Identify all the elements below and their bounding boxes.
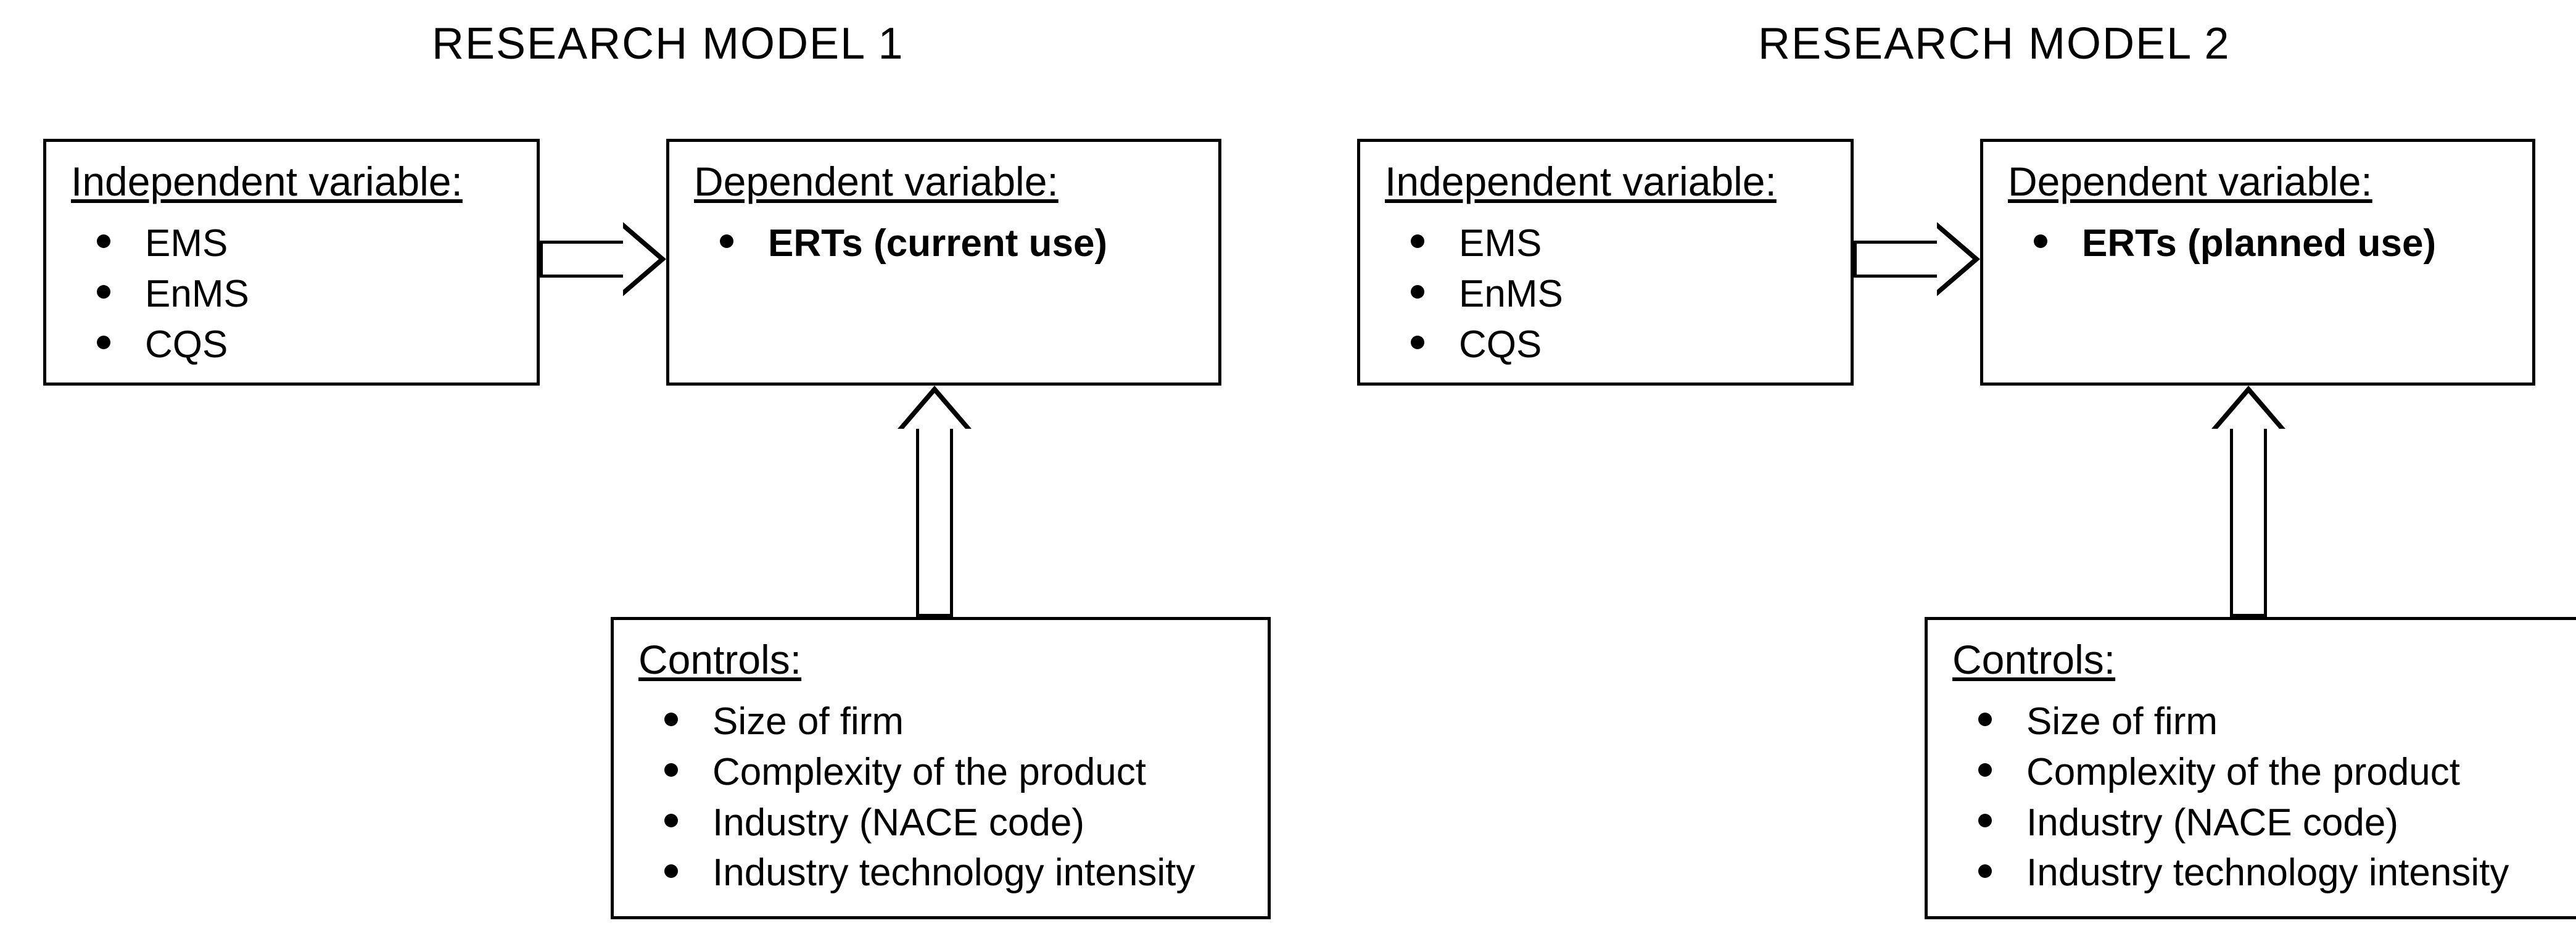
independent-box-1-header: Independent variable:	[1385, 158, 1830, 205]
independent-box-0-item-2: CQS	[71, 320, 516, 370]
independent-box-1-item-0: EMS	[1385, 218, 1830, 269]
controls-box-0-header: Controls:	[638, 636, 1247, 683]
dependent-box-1-header: Dependent variable:	[2008, 158, 2511, 205]
controls-box-0-item-2: Industry (NACE code)	[638, 798, 1247, 848]
controls-box-0-list: Size of firmComplexity of the productInd…	[638, 697, 1247, 898]
controls-box-1-list: Size of firmComplexity of the productInd…	[1952, 697, 2561, 898]
model-title-0: RESEARCH MODEL 1	[432, 19, 904, 69]
controls-box-0: Controls: Size of firmComplexity of the p…	[611, 617, 1271, 919]
dependent-box-0-item-0: ERTs (current use)	[694, 218, 1197, 269]
controls-box-1-item-3: Industry technology intensity	[1952, 848, 2561, 898]
dependent-box-0-list: ERTs (current use)	[694, 218, 1197, 269]
independent-box-0-item-0: EMS	[71, 218, 516, 269]
independent-box-1: Independent variable: EMSEnMSCQS	[1357, 139, 1854, 386]
independent-box-1-item-1: EnMS	[1385, 269, 1830, 320]
independent-box-0-item-1: EnMS	[71, 269, 516, 320]
independent-box-1-list: EMSEnMSCQS	[1385, 218, 1830, 370]
dependent-box-0: Dependent variable: ERTs (current use)	[666, 139, 1221, 386]
independent-box-0-list: EMSEnMSCQS	[71, 218, 516, 370]
dependent-box-1: Dependent variable: ERTs (planned use)	[1980, 139, 2535, 386]
controls-box-0-item-1: Complexity of the product	[638, 747, 1247, 798]
diagram-canvas: RESEARCH MODEL 1 Independent variable: EMS…	[0, 0, 2576, 939]
independent-box-0: Independent variable: EMSEnMSCQS	[43, 139, 540, 386]
controls-box-1-item-2: Industry (NACE code)	[1952, 798, 2561, 848]
dependent-box-0-header: Dependent variable:	[694, 158, 1197, 205]
independent-box-1-item-2: CQS	[1385, 320, 1830, 370]
controls-box-1: Controls: Size of firmComplexity of the p…	[1925, 617, 2576, 919]
independent-box-0-header: Independent variable:	[71, 158, 516, 205]
controls-box-0-item-3: Industry technology intensity	[638, 848, 1247, 898]
dependent-box-1-list: ERTs (planned use)	[2008, 218, 2511, 269]
controls-box-1-header: Controls:	[1952, 636, 2561, 683]
dependent-box-1-item-0: ERTs (planned use)	[2008, 218, 2511, 269]
controls-box-0-item-0: Size of firm	[638, 697, 1247, 747]
model-title-1: RESEARCH MODEL 2	[1758, 19, 2231, 69]
controls-box-1-item-1: Complexity of the product	[1952, 747, 2561, 798]
controls-box-1-item-0: Size of firm	[1952, 697, 2561, 747]
